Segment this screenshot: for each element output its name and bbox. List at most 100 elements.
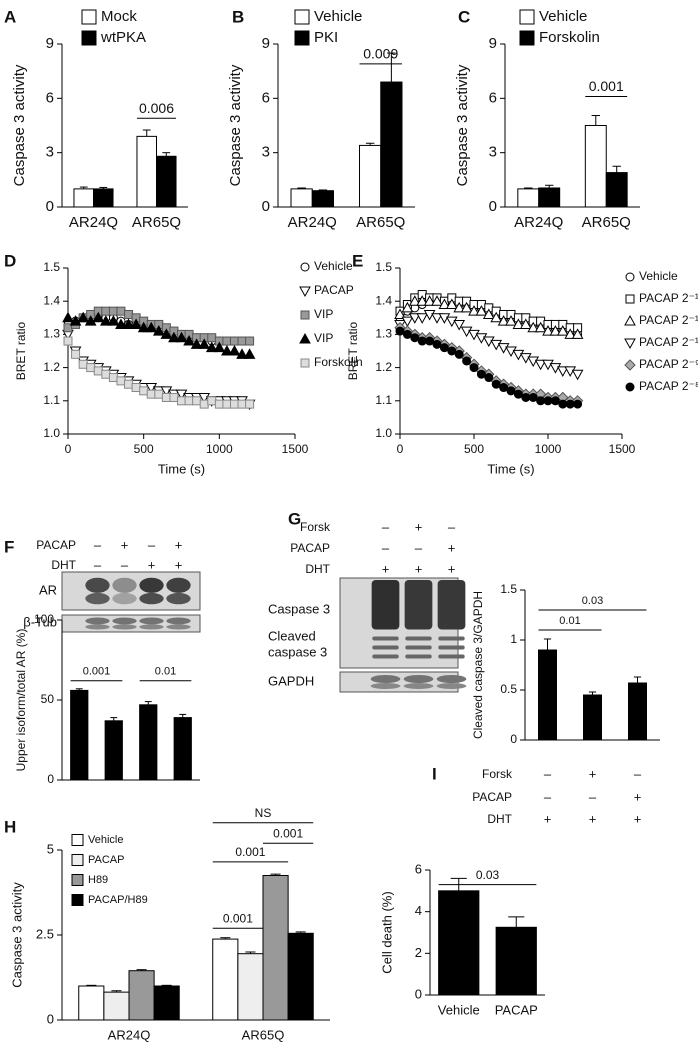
marker: [556, 366, 569, 377]
blot-label: caspase 3: [268, 644, 327, 659]
marker: [432, 339, 442, 349]
panel-letter: A: [4, 7, 16, 26]
annotation: 0.03: [476, 868, 500, 882]
blot-band: [85, 592, 110, 605]
marker: [192, 396, 202, 406]
bar: [287, 932, 314, 1021]
y-axis-label: Cell death (%): [379, 891, 394, 973]
marker: [571, 328, 584, 339]
x-tick-label: AR65Q: [582, 214, 631, 231]
marker: [453, 319, 466, 331]
legend-label: Forskolin: [314, 355, 363, 369]
condition-sign: +: [589, 811, 597, 826]
legend-label: Vehicle: [314, 8, 362, 25]
y-tick-label: 1.0: [375, 426, 392, 440]
bar: [153, 985, 180, 1021]
marker: [207, 396, 217, 406]
legend-marker: [625, 272, 635, 282]
annotation: 0.03: [582, 595, 603, 607]
blot-label: Cleaved: [268, 628, 316, 643]
x-axis-label: Time (s): [487, 461, 534, 476]
marker: [491, 379, 501, 389]
marker: [161, 392, 171, 402]
blot-band: [85, 624, 110, 630]
bar: [438, 890, 480, 996]
y-axis-label: Upper isoform/total AR (%): [14, 629, 28, 772]
annotation: 0.001: [83, 666, 111, 678]
marker: [207, 333, 217, 343]
marker: [543, 396, 553, 406]
y-tick-label: 50: [41, 692, 55, 706]
condition-name: PACAP: [472, 790, 512, 804]
panel-letter: B: [232, 7, 244, 26]
blot-band: [166, 577, 191, 593]
marker: [62, 311, 74, 323]
annotation: 0.009: [363, 46, 398, 62]
legend-label: PACAP/H89: [88, 894, 148, 906]
condition-sign: –: [544, 789, 552, 804]
marker: [565, 399, 575, 409]
marker: [416, 313, 429, 324]
marker: [453, 301, 466, 313]
bar: [311, 190, 334, 208]
blot-band: [405, 645, 432, 650]
bar: [103, 991, 130, 1021]
y-tick-label: 6: [262, 89, 270, 106]
legend-label: VIP: [314, 331, 333, 345]
marker: [229, 399, 239, 409]
marker: [245, 336, 255, 346]
condition-sign: +: [544, 811, 552, 826]
legend-marker: [299, 286, 311, 298]
marker: [423, 295, 436, 306]
condition-sign: +: [634, 789, 642, 804]
condition-sign: +: [121, 537, 129, 552]
legend-swatch: [71, 894, 84, 906]
legend-swatch: [519, 30, 535, 46]
marker: [469, 363, 479, 373]
marker: [115, 318, 127, 329]
legend-label: PACAP 2⁻¹¹ M: [639, 313, 698, 327]
marker: [499, 383, 509, 393]
legend-label: PACAP: [314, 283, 354, 297]
legend-swatch: [519, 9, 535, 25]
marker: [490, 311, 503, 323]
marker: [183, 335, 195, 346]
blot-label: GAPDH: [268, 673, 314, 688]
marker: [571, 369, 584, 381]
y-axis-label: BRET ratio: [346, 321, 360, 380]
marker: [146, 389, 156, 399]
y-axis-label: Caspase 3 activity: [454, 64, 471, 186]
marker: [86, 363, 96, 373]
condition-sign: –: [415, 540, 423, 555]
condition-sign: –: [94, 537, 102, 552]
legend-swatch: [71, 874, 84, 886]
marker: [408, 295, 421, 306]
marker: [93, 366, 103, 376]
marker: [395, 326, 405, 336]
marker: [528, 392, 538, 402]
y-tick-label: 0: [262, 198, 270, 215]
marker: [175, 331, 188, 343]
marker: [236, 348, 248, 359]
marker: [78, 359, 88, 369]
y-tick-label: 1.5: [43, 260, 60, 274]
marker: [101, 306, 111, 316]
marker: [177, 396, 186, 406]
marker: [558, 399, 568, 409]
legend-marker: [300, 310, 310, 320]
y-tick-label: 9: [46, 35, 54, 52]
blot-band: [403, 683, 434, 689]
bar: [78, 985, 105, 1021]
condition-name: PACAP: [290, 541, 330, 555]
marker: [160, 328, 173, 339]
x-tick-label: AR24Q: [288, 214, 337, 231]
panel-letter: H: [4, 817, 16, 836]
condition-sign: +: [148, 557, 156, 572]
annotation: 0.001: [589, 78, 624, 94]
x-tick-label: 0: [397, 442, 404, 456]
x-tick-label: 500: [134, 442, 154, 456]
condition-sign: –: [148, 537, 156, 552]
bar: [517, 188, 540, 208]
annotation: 0.001: [223, 911, 253, 925]
